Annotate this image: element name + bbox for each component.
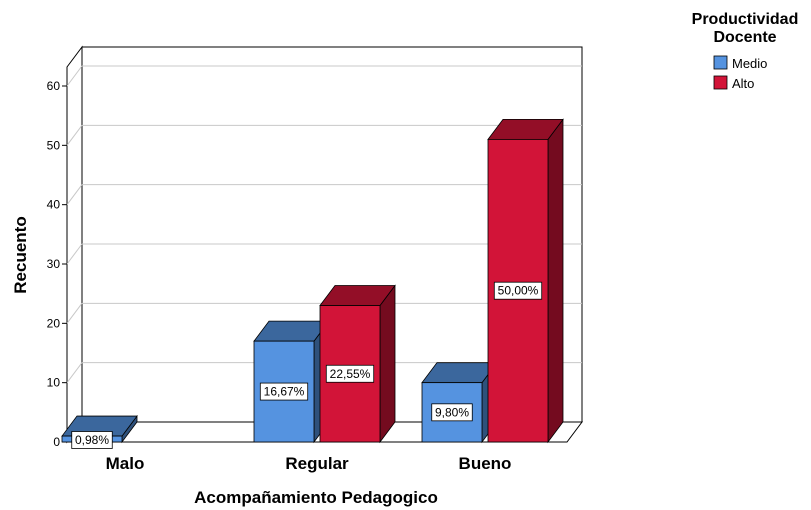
data-label: 0,98% xyxy=(71,431,113,449)
legend-swatch-alto xyxy=(713,75,728,90)
gridline-side xyxy=(66,125,83,146)
bar-regular-alto xyxy=(319,284,396,444)
legend: Productividad Docente Medio Alto xyxy=(692,11,799,91)
y-tick-label: 30 xyxy=(47,257,61,271)
svg-text:0,98%: 0,98% xyxy=(75,433,109,447)
y-tick-label: 10 xyxy=(47,376,61,390)
bar-bueno-alto xyxy=(487,118,564,444)
legend-label-medio: Medio xyxy=(732,56,767,71)
y-axis-ticks: 0 10 20 30 40 50 60 xyxy=(47,79,67,449)
data-label: 16,67% xyxy=(259,382,309,401)
svg-text:22,55%: 22,55% xyxy=(330,367,371,381)
category-label: Regular xyxy=(285,454,349,473)
legend-label-alto: Alto xyxy=(732,76,754,91)
y-tick-label: 20 xyxy=(47,316,61,330)
legend-title-line-2: Docente xyxy=(713,29,776,46)
category-labels: Malo Regular Bueno xyxy=(106,454,512,473)
data-label: 50,00% xyxy=(493,281,543,300)
svg-text:50,00%: 50,00% xyxy=(498,284,539,298)
legend-title-line-1: Productividad xyxy=(692,11,799,28)
svg-text:16,67%: 16,67% xyxy=(264,385,305,399)
svg-text:9,80%: 9,80% xyxy=(435,405,469,419)
legend-swatch-medio xyxy=(713,55,728,70)
y-axis-title: Recuento xyxy=(11,216,30,293)
category-label: Bueno xyxy=(459,454,512,473)
gridline-side xyxy=(66,243,83,265)
gridline-side xyxy=(66,184,83,205)
x-axis-title: Acompañamiento Pedagogico xyxy=(194,488,438,507)
data-label: 9,80% xyxy=(431,403,473,422)
gridline-side xyxy=(66,65,83,87)
y-tick-label: 60 xyxy=(47,79,61,93)
category-label: Malo xyxy=(106,454,145,473)
gridline-side xyxy=(66,362,83,383)
bar-regular-medio xyxy=(253,319,330,444)
data-label: 22,55% xyxy=(325,364,375,383)
bar-bueno-medio xyxy=(421,361,498,444)
y-tick-label: 0 xyxy=(53,435,60,449)
y-tick-label: 40 xyxy=(47,198,61,212)
gridline-side xyxy=(66,303,83,324)
data-labels: 0,98% 16,67% 22,55% 9,80% 50,00% xyxy=(71,281,543,449)
left-wall xyxy=(66,45,83,444)
y-tick-label: 50 xyxy=(47,138,61,152)
